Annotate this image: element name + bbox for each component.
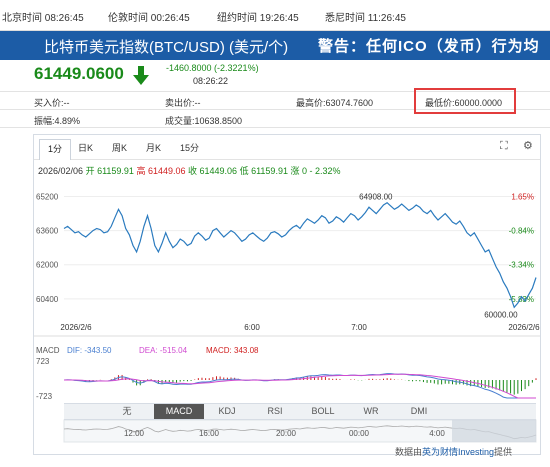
y-tick-label: 63600 xyxy=(36,227,59,236)
time-bar: 北京时间 08:26:45 伦敦时间 00:26:45 纽约时间 19:26:4… xyxy=(0,0,550,31)
dif-line xyxy=(63,373,536,399)
indicator-none[interactable]: 无 xyxy=(122,406,132,416)
low-price-highlight xyxy=(414,88,516,114)
pct-tick-label: -0.84% xyxy=(509,227,534,236)
divider xyxy=(0,109,550,110)
macd-dif: DIF: -343.50 xyxy=(67,346,112,355)
pct-tick-label: 1.65% xyxy=(511,193,534,202)
sell-price: 卖出价:-- xyxy=(165,98,201,108)
ohlc-change: 涨 0 - 2.32% xyxy=(290,166,341,176)
price-line xyxy=(63,201,537,309)
chart-panel xyxy=(33,134,541,455)
tab-monthly[interactable]: 月K xyxy=(146,143,162,153)
title-bar: 比特币美元指数(BTC/USD) (美元/个) 警告：任何ICO（发币）行为均 xyxy=(0,31,550,60)
down-arrow-icon xyxy=(133,66,149,85)
navigator-window[interactable] xyxy=(452,420,536,442)
ohlc-date: 2026/02/06 xyxy=(38,166,84,176)
navigator-time-label: 00:00 xyxy=(349,429,370,438)
x-tick-label: 7:00 xyxy=(351,323,367,332)
indicator-kdj[interactable]: KDJ xyxy=(218,406,236,416)
pct-tick-label: -3.34% xyxy=(509,261,534,270)
price-chart[interactable]: 65200 63600 62000 60400 1.65% -0.84% -3.34% -5… xyxy=(34,178,540,448)
tab-1min[interactable]: 1分 xyxy=(39,139,71,160)
amplitude: 振幅:4.89% xyxy=(34,116,81,126)
low-price: 最低价:60000.0000 xyxy=(425,98,503,108)
min-price-label: 60000.00 xyxy=(484,310,518,319)
navigator-time-label: 12:00 xyxy=(124,429,145,438)
indicator-dmi[interactable]: DMI xyxy=(410,406,428,416)
data-source: 数据由英为财情Investing提供 xyxy=(395,445,512,458)
pct-tick-label: -5.83% xyxy=(509,295,534,304)
footer-suffix: 提供 xyxy=(494,447,513,457)
indicator-wr[interactable]: WR xyxy=(363,406,379,416)
investing-link[interactable]: 英为财情Investing xyxy=(422,447,495,457)
macd-ybottom: -723 xyxy=(36,392,53,401)
tab-weekly[interactable]: 周K xyxy=(112,143,128,153)
warning-banner: 警告：任何ICO（发币）行为均 xyxy=(318,38,540,55)
period-tabs: 1分 日K 周K 月K 15分 ⛶ ⚙ xyxy=(34,135,540,160)
navigator-time-label: 4:00 xyxy=(429,429,445,438)
y-tick-label: 65200 xyxy=(36,193,59,202)
macd-ytop: 723 xyxy=(36,357,50,366)
dea-line xyxy=(64,373,536,399)
ohlc-readout: 2026/02/06 开 61159.91 高 61449.06 收 61449… xyxy=(38,164,341,177)
indicator-macd[interactable]: MACD xyxy=(154,404,204,419)
macd-label: MACD xyxy=(36,346,60,355)
ohlc-high: 高 61449.06 xyxy=(136,166,186,176)
beijing-time: 北京时间 08:26:45 xyxy=(2,13,84,24)
indicator-boll[interactable]: BOLL xyxy=(311,406,335,416)
footer-prefix: 数据由 xyxy=(395,447,423,457)
macd-dea: DEA: -515.04 xyxy=(139,346,188,355)
macd-value: MACD: 343.08 xyxy=(206,346,259,355)
settings-icon[interactable]: ⚙ xyxy=(523,140,533,152)
volume: 成交量:10638.8500 xyxy=(165,116,243,126)
navigator-time-label: 16:00 xyxy=(199,429,220,438)
x-tick-label: 2026/2/6 xyxy=(508,323,540,332)
london-time: 伦敦时间 00:26:45 xyxy=(108,13,190,24)
max-price-label: 64908.00 xyxy=(359,193,393,202)
divider xyxy=(0,127,550,128)
divider xyxy=(0,91,550,92)
sydney-time: 悉尼时间 11:26:45 xyxy=(325,13,406,24)
y-tick-label: 60400 xyxy=(36,295,59,304)
tab-daily[interactable]: 日K xyxy=(78,143,94,153)
indicator-tabs: 无 MACD KDJ RSI BOLL WR DMI xyxy=(64,403,536,420)
quote-time: 08:26:22 xyxy=(193,76,229,86)
ohlc-open: 开 61159.91 xyxy=(85,166,134,176)
tab-15min[interactable]: 15分 xyxy=(180,143,200,153)
ohlc-close: 收 61449.06 xyxy=(188,166,238,176)
fullscreen-icon[interactable]: ⛶ xyxy=(500,140,508,152)
y-tick-label: 62000 xyxy=(36,261,59,270)
price-change: -1460.8000 (-2.3221%) xyxy=(166,63,259,73)
page-title: 比特币美元指数(BTC/USD) (美元/个) xyxy=(44,39,289,56)
high-price: 最高价:63074.7600 xyxy=(296,98,374,108)
newyork-time: 纽约时间 19:26:45 xyxy=(217,13,299,24)
buy-price: 买入价:-- xyxy=(34,98,70,108)
indicator-rsi[interactable]: RSI xyxy=(267,406,283,416)
navigator-time-label: 20:00 xyxy=(276,429,297,438)
x-tick-label: 2026/2/6 xyxy=(60,323,92,332)
ohlc-low: 低 61159.91 xyxy=(239,166,288,176)
x-tick-label: 6:00 xyxy=(244,323,260,332)
current-price: 61449.0600 xyxy=(34,64,124,83)
